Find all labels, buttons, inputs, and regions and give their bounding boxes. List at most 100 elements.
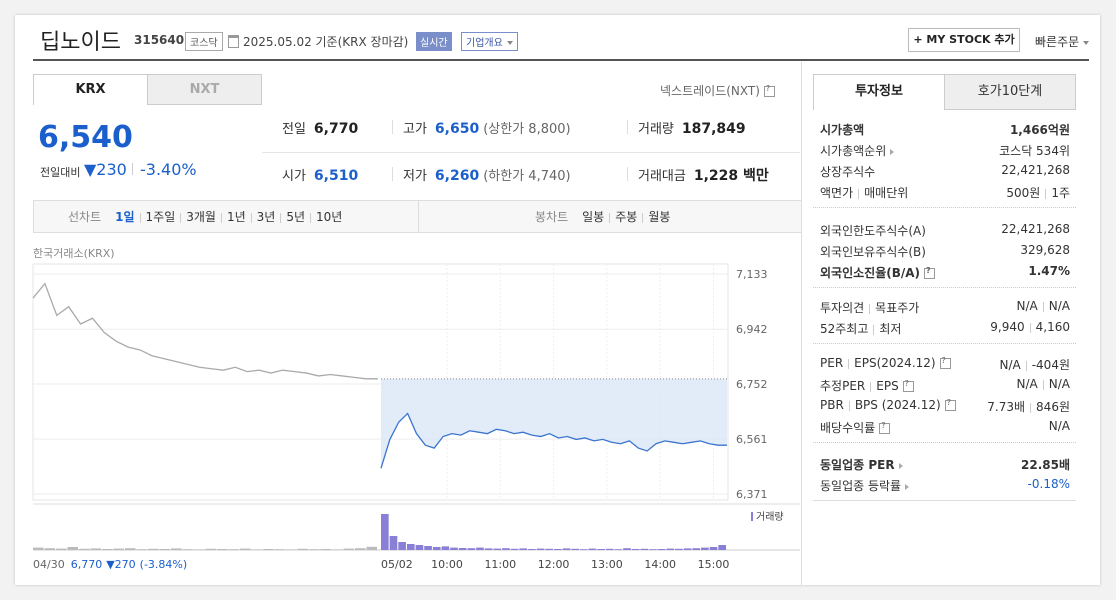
info-label-text: 배당수익률 <box>820 421 876 435</box>
info-value: N/A <box>1049 419 1070 436</box>
volume-bar <box>450 547 458 550</box>
period[interactable]: 주봉 <box>615 210 638 224</box>
volume-bar <box>148 548 159 550</box>
info-label-text: 투자의견 <box>820 301 865 315</box>
info-value-text: -404원 <box>1031 358 1070 372</box>
period[interactable]: 일봉 <box>582 210 605 224</box>
info-value-text: 1,466억원 <box>1009 123 1070 137</box>
info-label: 외국인한도주식수(A) <box>820 222 926 239</box>
tab[interactable]: KRX <box>33 74 148 105</box>
volume-bar <box>398 542 406 550</box>
dotted-rule <box>813 343 1076 344</box>
quote-label: 고가 <box>403 122 427 137</box>
realtime-badge[interactable]: 실시간 <box>416 32 452 51</box>
nxt-link-text: 넥스트레이드(NXT) <box>660 84 760 98</box>
info-label: 52주최고 최저 <box>820 320 901 337</box>
info-label: 동일업종 PER <box>820 456 903 473</box>
volume-bar <box>484 548 493 550</box>
info-value-text: N/A <box>1048 377 1070 391</box>
separator <box>418 200 419 233</box>
info-row: 동일업종 PER 22.85배 <box>820 456 1070 473</box>
volume-bar <box>309 549 320 550</box>
volume-bar <box>588 548 597 550</box>
x-tick-label: 11:00 <box>484 558 516 571</box>
volume-bar <box>432 547 441 550</box>
stock-code: 315640 <box>134 33 185 47</box>
volume-bar <box>467 548 476 550</box>
x-tick-label: 15:00 <box>698 558 730 571</box>
x-tick-label: 13:00 <box>591 558 623 571</box>
period[interactable]: 5년 <box>286 210 306 224</box>
volume-bar <box>332 549 343 550</box>
volume-bar <box>182 549 193 550</box>
info-label-text: 동일업종 등락률 <box>820 479 902 493</box>
volume-bar <box>355 548 366 550</box>
my-stock-button[interactable]: + MY STOCK 추가 <box>908 28 1020 52</box>
tab[interactable]: 투자정보 <box>813 74 945 110</box>
prev-close: 6,770 <box>70 558 103 571</box>
volume-bar <box>554 549 562 550</box>
rule <box>813 500 1076 501</box>
period[interactable]: 1일 <box>115 210 135 224</box>
info-row: PBR BPS (2024.12) 7.73배 846원 <box>820 398 1070 415</box>
quote-value: 6,770 <box>313 121 359 137</box>
dotted-rule <box>813 442 1076 443</box>
quote-cell: 고가 6,650 (상한가 8,800) <box>403 118 571 137</box>
price-line <box>32 282 378 380</box>
quick-order[interactable]: 빠른주문 <box>1035 33 1090 50</box>
period[interactable]: 3년 <box>256 210 276 224</box>
quote-value: 6,260 <box>434 168 480 184</box>
info-label-text: EPS <box>876 379 899 393</box>
volume-bar <box>675 548 683 550</box>
tab[interactable]: 호가10단계 <box>944 74 1076 110</box>
period[interactable]: 1주일 <box>145 210 176 224</box>
volume-bar <box>631 549 640 550</box>
period[interactable]: 월봉 <box>648 210 671 224</box>
info-row: 시가총액순위 코스닥 534위 <box>820 142 1070 159</box>
volume-bar <box>649 549 657 550</box>
market-badge: 코스닥 <box>185 32 223 51</box>
volume-bar <box>701 547 709 550</box>
quote-cell: 전일 6,770 <box>282 118 358 137</box>
separator <box>392 167 393 181</box>
volume-bar <box>528 549 536 550</box>
period[interactable]: 10년 <box>316 210 343 224</box>
info-label-text: 매매단위 <box>864 186 909 200</box>
info-value: N/A N/A <box>1017 377 1070 394</box>
period-bar <box>33 200 802 233</box>
volume-bar <box>136 549 147 550</box>
company-info[interactable]: 기업개요 <box>461 32 518 51</box>
period[interactable]: 3개월 <box>186 210 216 224</box>
chart-source: 한국거래소(KRX) <box>33 247 115 260</box>
volume-bar <box>406 544 415 550</box>
y-tick-label: 6,942 <box>736 323 768 336</box>
volume-bar <box>666 548 675 550</box>
info-value: 1,466억원 <box>1010 121 1070 138</box>
info-row: 외국인한도주식수(A) 22,421,268 <box>820 222 1070 239</box>
info-label-text: 시가총액 <box>820 123 865 137</box>
info-value: 500원 1주 <box>1006 184 1070 201</box>
volume-bar <box>493 548 502 550</box>
volume-bar <box>415 545 424 550</box>
info-label-text: 외국인소진율(B/A) <box>820 266 921 280</box>
dotted-rule <box>813 207 1076 208</box>
nxt-link[interactable]: 넥스트레이드(NXT) <box>660 82 775 99</box>
info-row: 배당수익률 N/A <box>820 419 1070 436</box>
tab[interactable]: NXT <box>147 74 262 105</box>
volume-bar <box>623 548 631 550</box>
volume-bar <box>102 549 113 550</box>
volume-bar <box>286 549 297 550</box>
date: 2025.05.02 기준(KRX 장마감) <box>243 35 409 49</box>
x-tick-label: 10:00 <box>431 558 463 571</box>
prev-change: ▼270 <box>106 558 136 571</box>
info-value-text: N/A <box>999 358 1021 372</box>
info-row: 투자의견 목표주가 N/A N/A <box>820 299 1070 316</box>
volume-bar <box>79 548 90 550</box>
info-label-text: PER <box>820 356 844 370</box>
period[interactable]: 1년 <box>226 210 246 224</box>
volume-bar <box>90 548 101 550</box>
chart: 7,133 6,942 6,752 6,561 6,371 05/02 10:00 11:00… <box>32 263 800 571</box>
info-value-text: 4,160 <box>1035 320 1070 334</box>
plot-frame <box>32 263 729 501</box>
volume-bar <box>640 548 649 550</box>
